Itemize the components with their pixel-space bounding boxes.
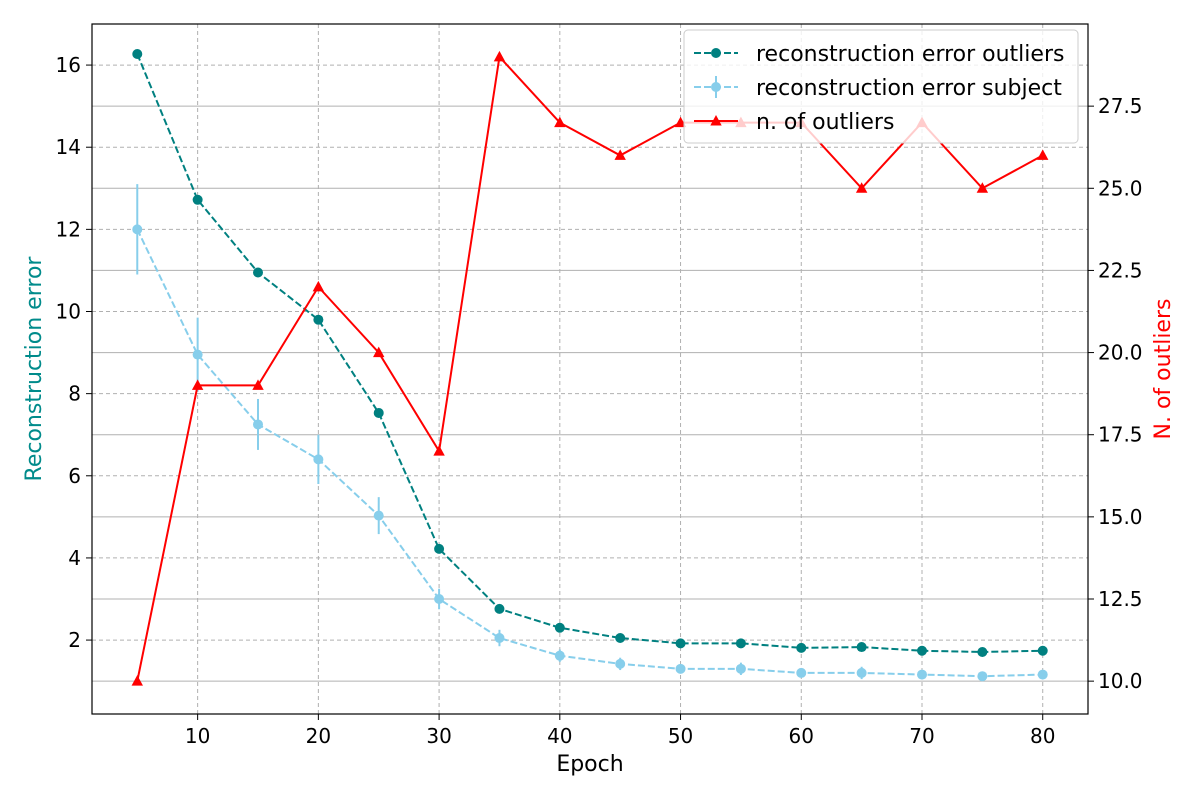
data-point (615, 658, 626, 669)
data-point (253, 419, 263, 430)
data-point (856, 642, 867, 653)
legend-item: n. of outliers (694, 110, 894, 135)
data-point (675, 663, 686, 674)
x-tick-label: 80 (1030, 724, 1055, 748)
data-point (132, 48, 143, 59)
data-point (917, 645, 927, 656)
data-point (1037, 645, 1048, 656)
data-point (313, 314, 324, 325)
data-point (191, 379, 204, 390)
legend-label: reconstruction error outliers (756, 42, 1064, 67)
data-point (313, 454, 324, 465)
data-point (434, 543, 445, 554)
series-reconstruction-error-outliers (132, 48, 1048, 657)
y-right-tick-label: 27.5 (1098, 94, 1143, 118)
x-tick-label: 10 (185, 724, 210, 748)
data-point (373, 346, 385, 358)
y-left-tick-label: 6 (68, 464, 81, 488)
data-point (554, 622, 565, 633)
series-line (136, 53, 1043, 653)
legend-marker (710, 115, 722, 126)
legend-marker (711, 48, 721, 58)
x-axis-title: Epoch (556, 752, 623, 777)
x-tick-label: 50 (668, 724, 693, 748)
data-point (434, 594, 445, 604)
data-point (433, 445, 445, 456)
x-tick-label: 40 (547, 724, 572, 748)
series-reconstruction-error-subject (132, 184, 1048, 682)
data-point (977, 646, 988, 657)
data-point (493, 50, 506, 62)
y-right-tick-label: 15.0 (1098, 505, 1143, 529)
y-left-tick-label: 4 (68, 546, 81, 570)
data-point (312, 280, 325, 292)
data-point (796, 642, 807, 653)
y-left-tick-label: 2 (68, 628, 81, 652)
data-point (1037, 149, 1049, 160)
series-line (136, 54, 1044, 682)
data-point (253, 267, 263, 278)
legend-item: reconstruction error outliers (694, 42, 1064, 67)
y-right-axis-title: N. of outliers (1151, 299, 1176, 440)
data-point (494, 633, 505, 644)
x-tick-label: 30 (426, 724, 451, 748)
data-point (614, 149, 626, 160)
x-tick-label: 70 (909, 724, 934, 748)
data-point (373, 407, 384, 418)
y-right-tick-label: 17.5 (1098, 423, 1143, 447)
legend: reconstruction error outliers reconstruct… (683, 29, 1079, 144)
data-point (735, 663, 746, 674)
data-point (856, 667, 867, 678)
data-point (554, 116, 566, 128)
legend-item: reconstruction error subject (694, 76, 1062, 101)
data-point (615, 633, 626, 644)
data-point (675, 638, 686, 649)
series-layer (131, 48, 1049, 686)
data-point (977, 671, 988, 682)
legend-marker (711, 82, 721, 92)
y-right-tick-label: 12.5 (1098, 587, 1143, 611)
y-right-tick-label: 25.0 (1098, 176, 1143, 200)
legend-label: reconstruction error subject (756, 76, 1062, 101)
y-right-tick-label: 10.0 (1098, 669, 1143, 693)
data-point (917, 669, 927, 680)
data-point (252, 379, 264, 390)
y-left-tick-label: 16 (56, 53, 81, 77)
y-left-tick-label: 12 (56, 217, 81, 241)
data-point (554, 650, 565, 661)
y-left-tick-label: 8 (68, 382, 81, 406)
x-tick-label: 20 (306, 724, 331, 748)
data-point (855, 182, 868, 193)
y-left-tick-label: 14 (56, 135, 81, 159)
plot-frame (91, 23, 1089, 715)
data-point (674, 116, 687, 128)
legend-box (683, 29, 1079, 144)
y-right-tick-label: 20.0 (1098, 341, 1143, 365)
x-tick-label: 60 (789, 724, 814, 748)
y-left-tick-label: 10 (56, 300, 81, 324)
data-point (373, 510, 384, 521)
legend-label: n. of outliers (756, 110, 894, 135)
y-left-axis-title: Reconstruction error (22, 256, 47, 482)
data-point (1037, 669, 1048, 680)
series-line (136, 228, 1043, 678)
data-point (976, 182, 989, 193)
y-right-tick-label: 22.5 (1098, 258, 1143, 282)
ticks: 10 20 30 40 50 60 70 80 2 4 6 8 10 12 14 16 10.0 12.5 15.0… (56, 53, 1143, 748)
data-point (735, 638, 746, 649)
data-point (796, 667, 807, 678)
data-point (494, 603, 505, 614)
data-point (131, 675, 143, 686)
data-point (192, 349, 203, 360)
data-point (192, 194, 203, 205)
data-point (132, 224, 143, 235)
